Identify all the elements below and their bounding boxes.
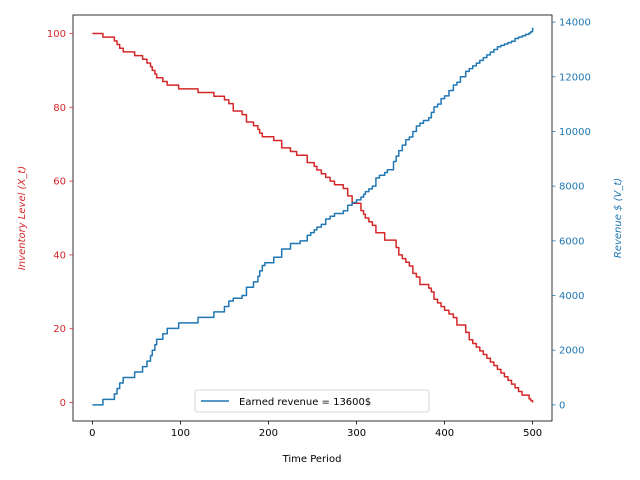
right-y-tick-label: 10000 [559, 127, 591, 138]
left-y-axis: 0 20 40 60 80 100 [47, 29, 73, 409]
x-tick-label: 400 [435, 428, 454, 439]
x-axis-title: Time Period [282, 454, 342, 465]
legend-box [194, 389, 430, 413]
left-y-tick-label: 80 [53, 103, 66, 114]
legend: Earned revenue = 13600$ [194, 389, 430, 413]
left-y-tick-label: 60 [53, 177, 66, 188]
right-y-tick-label: 12000 [559, 72, 591, 83]
right-y-tick-label: 6000 [559, 236, 584, 247]
left-y-tick-label: 0 [60, 398, 66, 409]
right-y-tick-label: 2000 [559, 346, 584, 357]
revenue-series-line [92, 27, 534, 406]
x-axis: 0 100 200 300 400 500 [89, 421, 542, 439]
right-y-tick-label: 4000 [559, 291, 584, 302]
axes-layer [72, 14, 553, 422]
left-y-axis-title: Inventory Level (X_t) [17, 166, 28, 270]
x-tick-label: 300 [347, 428, 366, 439]
right-y-tick-label: 8000 [559, 182, 584, 193]
right-y-tick-label: 0 [559, 400, 565, 411]
right-y-tick-label: 14000 [559, 18, 591, 29]
legend-label: Earned revenue = 13600$ [239, 397, 371, 408]
inventory-series-line [92, 32, 534, 403]
x-tick-label: 100 [171, 428, 190, 439]
right-y-axis: 0 2000 4000 6000 8000 10000 12000 14000 [552, 18, 591, 411]
plot-area [73, 15, 552, 421]
plot-frame [72, 14, 553, 422]
x-tick-label: 0 [89, 428, 95, 439]
x-tick-label: 200 [259, 428, 278, 439]
right-y-axis-title: Revenue $ (V_t) [613, 178, 624, 258]
left-y-tick-label: 100 [47, 29, 66, 40]
series-layer [92, 27, 534, 406]
left-y-tick-label: 20 [53, 324, 66, 335]
left-y-tick-label: 40 [53, 250, 66, 261]
x-tick-label: 500 [523, 428, 542, 439]
